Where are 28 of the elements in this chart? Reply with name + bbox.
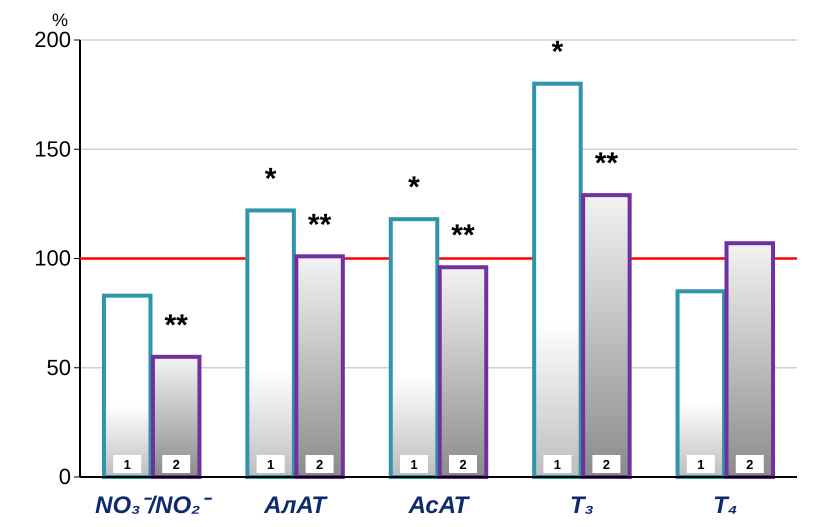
- y-tick-label: 50: [46, 354, 71, 380]
- y-tick-label: 150: [34, 136, 71, 162]
- annotation: **: [594, 147, 618, 180]
- text: 1: [554, 457, 562, 472]
- series-label: 1: [124, 457, 131, 472]
- annotation: *: [552, 36, 564, 69]
- text: 2: [602, 457, 610, 472]
- y-tick-label: 200: [34, 27, 71, 52]
- x-tick-label: АлАТ: [263, 492, 328, 519]
- text: 2: [746, 457, 754, 472]
- annotation: **: [164, 308, 188, 342]
- series-label: 2: [172, 457, 180, 472]
- annotation: **: [308, 208, 332, 242]
- x-tick-label: NO₃⁻/NO₂⁻: [95, 492, 212, 519]
- annotation: *: [264, 162, 277, 196]
- text: 1: [267, 457, 274, 472]
- x-tick-label: T₄: [713, 492, 738, 519]
- text: 1: [410, 457, 418, 472]
- text: 2: [316, 457, 324, 472]
- y-axis-title: %: [52, 10, 68, 30]
- x-tick-label: T₃: [570, 492, 594, 519]
- y-tick-label: 100: [34, 246, 71, 271]
- y-tick-label: 0: [58, 464, 71, 490]
- x-tick-label: АсАТ: [408, 492, 471, 519]
- text: 1: [697, 457, 704, 472]
- annotation: *: [408, 171, 420, 204]
- annotation: **: [451, 219, 475, 252]
- text: 2: [459, 457, 467, 472]
